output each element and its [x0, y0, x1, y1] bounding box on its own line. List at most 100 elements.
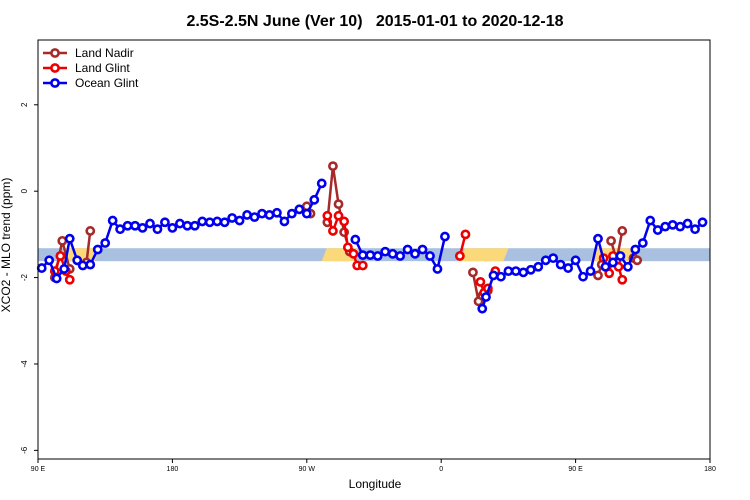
y-tick-label: -4 [20, 360, 29, 368]
data-point-ocean-glint [174, 218, 185, 229]
data-point-ocean-glint [697, 217, 708, 228]
data-point-ocean-glint [249, 212, 260, 223]
data-point-ocean-glint [365, 250, 376, 261]
y-tick-label: 0 [20, 188, 29, 193]
data-point-ocean-glint [115, 224, 126, 235]
data-point-ocean-glint [279, 216, 290, 227]
data-point-land-nadir [606, 235, 616, 246]
data-point-ocean-glint [533, 261, 544, 272]
data-point-ocean-glint [395, 251, 406, 261]
data-point-land-glint [55, 251, 66, 261]
data-point-ocean-glint [593, 233, 603, 244]
data-point-ocean-glint [432, 264, 443, 274]
data-point-ocean-glint [660, 221, 671, 232]
data-point-land-nadir [593, 270, 603, 281]
data-point-ocean-glint [219, 217, 230, 228]
data-point-ocean-glint [525, 264, 536, 275]
data-point-ocean-glint [286, 208, 297, 219]
data-point-ocean-glint [160, 217, 170, 228]
data-point-ocean-glint [77, 260, 88, 271]
data-point-ocean-glint [645, 215, 656, 226]
data-point-ocean-glint [417, 244, 428, 255]
data-point-land-glint [328, 226, 338, 236]
data-point-land-nadir [328, 161, 338, 172]
data-point-ocean-glint [548, 253, 559, 264]
data-point-ocean-glint [402, 244, 413, 255]
data-point-ocean-glint [212, 216, 223, 227]
data-point-ocean-glint [425, 251, 435, 261]
legend-marker [50, 78, 60, 88]
data-point-ocean-glint [440, 231, 450, 242]
band-land-segment [459, 248, 509, 262]
data-point-ocean-glint [301, 208, 312, 219]
series-layer [36, 161, 708, 314]
data-point-ocean-glint [667, 219, 678, 230]
data-point-land-glint [342, 242, 353, 253]
y-tick-label: -6 [20, 446, 29, 454]
data-point-ocean-glint [122, 220, 133, 231]
data-point-land-glint [64, 274, 75, 285]
data-point-land-glint [333, 210, 344, 221]
data-point-ocean-glint [675, 221, 686, 232]
x-tick-label: 0 [439, 466, 443, 473]
y-tick-label: -2 [20, 273, 29, 281]
data-point-ocean-glint [540, 255, 551, 266]
data-point-land-glint [348, 248, 359, 259]
data-point-ocean-glint [100, 238, 111, 248]
x-tick-label: 90 W [299, 466, 316, 473]
data-point-ocean-glint [585, 266, 596, 276]
data-point-ocean-glint [615, 251, 626, 261]
data-point-ocean-glint [85, 259, 96, 270]
data-point-ocean-glint [372, 251, 383, 261]
data-point-ocean-glint [242, 210, 252, 220]
data-point-ocean-glint [59, 264, 70, 274]
x-axis-label: Longitude [349, 477, 402, 491]
data-point-ocean-glint [204, 217, 215, 228]
data-point-ocean-glint [197, 216, 208, 227]
data-point-ocean-glint [350, 234, 361, 245]
data-point-land-nadir [632, 255, 643, 266]
legend-label: Land Glint [75, 61, 130, 75]
data-point-ocean-glint [51, 273, 62, 284]
data-point-ocean-glint [481, 292, 491, 302]
data-point-ocean-glint [488, 270, 499, 281]
data-point-land-glint [339, 216, 350, 227]
data-point-land-glint [617, 274, 628, 285]
data-point-ocean-glint [563, 263, 574, 273]
data-point-ocean-glint [92, 244, 103, 255]
data-point-land-glint [454, 251, 465, 261]
data-point-ocean-glint [555, 259, 566, 270]
data-point-ocean-glint [690, 224, 700, 235]
data-point-land-glint [322, 210, 333, 221]
x-tick-label: 180 [704, 466, 716, 473]
data-point-ocean-glint [182, 220, 193, 231]
series-line-ocean-glint [481, 217, 704, 310]
data-point-ocean-glint [36, 263, 47, 273]
data-point-ocean-glint [622, 261, 633, 272]
data-point-ocean-glint [257, 208, 267, 219]
data-point-ocean-glint [152, 224, 163, 235]
plot-frame [37, 39, 711, 460]
data-point-ocean-glint [189, 220, 200, 231]
data-point-land-nadir [617, 226, 628, 236]
chart-title: 2.5S-2.5N June (Ver 10) 2015-01-01 to 20… [186, 13, 563, 30]
data-point-ocean-glint [637, 238, 648, 248]
data-point-ocean-glint [44, 255, 55, 266]
data-point-ocean-glint [234, 215, 245, 226]
data-point-land-nadir [57, 235, 68, 246]
data-point-ocean-glint [130, 220, 140, 231]
data-point-ocean-glint [137, 223, 148, 233]
data-point-land-nadir [333, 199, 344, 210]
data-point-land-glint [357, 260, 368, 271]
data-point-ocean-glint [272, 207, 282, 218]
series-line-land-nadir [85, 230, 92, 263]
data-point-ocean-glint [477, 303, 488, 314]
y-tick-label: 2 [20, 102, 29, 107]
y-axis-label: XCO2 - MLO trend (ppm) [0, 178, 13, 313]
data-point-ocean-glint [64, 233, 75, 244]
band-land-segment [58, 248, 100, 262]
data-point-ocean-glint [107, 215, 118, 226]
data-point-ocean-glint [608, 257, 618, 268]
data-point-ocean-glint [227, 213, 238, 223]
